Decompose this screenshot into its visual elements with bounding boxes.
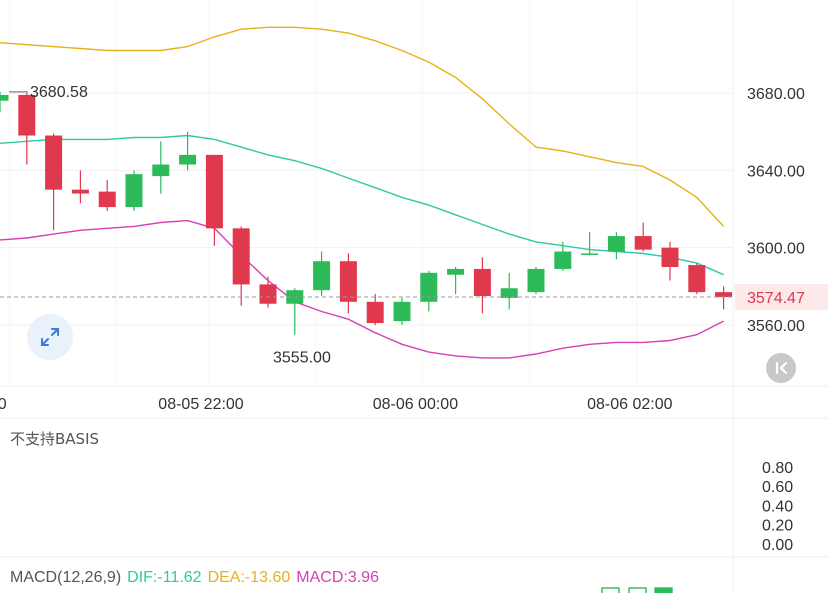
candle-body [366, 301, 384, 324]
bollinger-upper-line [0, 26, 725, 227]
bollinger-lower-line [0, 219, 724, 359]
current-price-label: 3574.47 [747, 290, 805, 307]
candle-body [259, 284, 277, 304]
macd-histogram-bar [654, 587, 673, 593]
candle-body [688, 265, 706, 293]
basis-tick-label: 0.60 [762, 479, 793, 496]
macd-title: MACD(12,26,9) [10, 569, 122, 586]
candle-body [45, 135, 63, 190]
candle-body [554, 251, 572, 269]
candle-body [18, 94, 36, 136]
macd-dea-value: DEA:-13.60 [207, 569, 291, 586]
macd-histogram [601, 587, 673, 593]
basis-tick-label: 0.80 [762, 460, 793, 477]
candle-body [393, 301, 411, 322]
basis-tick-label: 0.20 [762, 518, 793, 535]
basis-tick-label: 0.00 [762, 537, 793, 554]
candle-body [420, 272, 438, 302]
time-tick-label: 08-06 02:00 [587, 396, 673, 413]
candle-body [152, 164, 170, 177]
candle-body [71, 189, 89, 194]
time-tick-label: 20:00 [0, 396, 7, 413]
price-tick-label: 3680.00 [747, 86, 805, 103]
price-axis: 3680.00 3640.00 3600.00 3560.00 [747, 86, 805, 335]
candle-body [634, 236, 652, 250]
current-price-tag [735, 284, 828, 311]
double-chevron-left-icon [775, 361, 788, 375]
candle-body [447, 268, 465, 275]
macd-value: MACD:3.96 [296, 569, 379, 586]
price-tick-label: 3600.00 [747, 241, 805, 258]
candle-body [715, 292, 733, 298]
expand-chart-button[interactable] [27, 314, 73, 360]
time-tick-label: 08-06 00:00 [373, 396, 459, 413]
candle-body [98, 191, 116, 208]
candlesticks [0, 91, 733, 335]
high-price-annotation: 3680.58 [30, 84, 88, 101]
low-price-annotation: 3555.00 [273, 350, 331, 367]
candle-body [0, 94, 9, 101]
candle-body [232, 228, 250, 285]
price-tick-label: 3640.00 [747, 163, 805, 180]
bollinger-middle-line [0, 134, 724, 276]
candle-body [473, 268, 491, 296]
candle-body [339, 261, 357, 302]
candle-body [661, 247, 679, 267]
candle-body [179, 154, 197, 165]
candle-body [607, 236, 625, 252]
candle-body [125, 174, 143, 208]
time-axis: 20:00 08-05 22:00 08-06 00:00 08-06 02:00 [0, 396, 673, 413]
price-annotations: 3574.47 3680.58 3555.00 [0, 84, 828, 367]
basis-unsupported-label: 不支持BASIS [10, 430, 100, 448]
macd-histogram-bar [628, 587, 647, 593]
bollinger-bands [0, 26, 725, 359]
expand-arrows-icon [41, 328, 59, 346]
candle-body [581, 253, 599, 255]
candle-body [313, 261, 331, 291]
candle-body [500, 288, 518, 298]
basis-tick-label: 0.40 [762, 498, 793, 515]
macd-legend: MACD(12,26,9) DIF:-11.62 DEA:-13.60 MACD:3.… [10, 569, 385, 587]
time-tick-label: 08-05 22:00 [158, 396, 244, 413]
basis-axis: 0.80 0.60 0.40 0.20 0.00 [762, 460, 793, 554]
scroll-to-latest-button[interactable] [766, 353, 796, 383]
price-tick-label: 3560.00 [747, 318, 805, 335]
candle-body [205, 154, 223, 229]
macd-dif-value: DIF:-11.62 [127, 569, 202, 586]
macd-histogram-bar [601, 587, 620, 593]
candle-body [527, 268, 545, 293]
